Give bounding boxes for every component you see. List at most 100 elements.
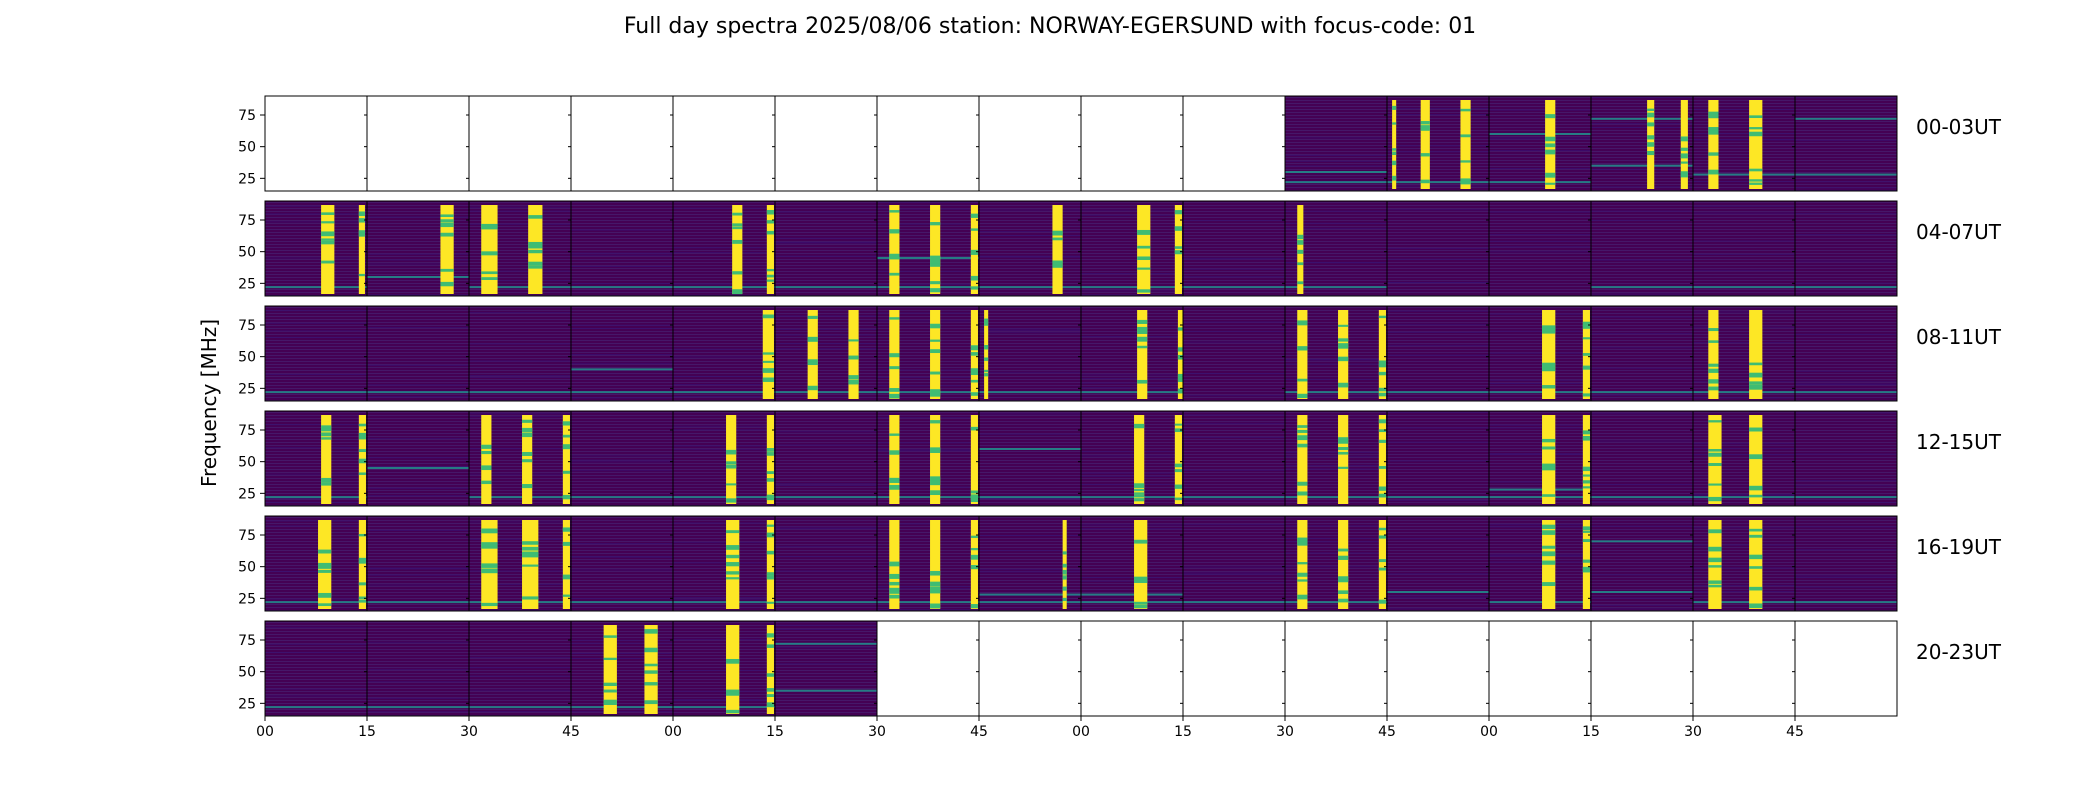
burst-stripe bbox=[1174, 227, 1182, 231]
spectrum-panel bbox=[670, 95, 776, 192]
burst-stripe bbox=[1542, 366, 1556, 372]
burst-band bbox=[970, 205, 978, 294]
noise-line bbox=[265, 688, 367, 690]
burst-stripe bbox=[321, 437, 332, 440]
noise-line bbox=[1183, 582, 1285, 584]
interference-line bbox=[469, 706, 571, 709]
burst-stripe bbox=[970, 249, 978, 255]
burst-stripe bbox=[528, 215, 543, 219]
burst-stripe bbox=[522, 452, 533, 457]
spectrum-panel bbox=[772, 200, 878, 297]
burst-stripe bbox=[930, 339, 941, 342]
noise-line bbox=[1591, 367, 1693, 369]
burst-stripe bbox=[732, 239, 743, 244]
burst-stripe bbox=[1174, 463, 1182, 468]
burst-stripe bbox=[321, 238, 335, 241]
spectrum-background bbox=[1387, 306, 1489, 401]
chart-title: Full day spectra 2025/08/06 station: NOR… bbox=[624, 14, 1476, 39]
interference-line bbox=[1591, 286, 1693, 289]
burst-stripe bbox=[1708, 496, 1722, 502]
burst-stripe bbox=[1582, 530, 1590, 533]
noise-line bbox=[1081, 209, 1183, 211]
burst-stripe bbox=[644, 647, 658, 653]
noise-line bbox=[265, 473, 367, 475]
noise-line bbox=[1591, 597, 1693, 599]
x-tick-label: 00 bbox=[1480, 724, 1498, 740]
burst-stripe bbox=[1647, 135, 1655, 140]
empty-panel bbox=[1183, 96, 1285, 191]
spectrum-panel bbox=[466, 620, 572, 717]
noise-line bbox=[979, 329, 1081, 331]
burst-stripe bbox=[528, 249, 543, 254]
noise-line bbox=[1795, 383, 1897, 385]
burst-stripe bbox=[1582, 321, 1590, 327]
burst-stripe bbox=[1392, 122, 1397, 125]
burst-band bbox=[970, 520, 978, 609]
burst-stripe bbox=[1708, 328, 1719, 332]
burst-band bbox=[848, 310, 859, 399]
burst-stripe bbox=[481, 444, 492, 448]
burst-stripe bbox=[1582, 466, 1590, 472]
noise-line bbox=[979, 255, 1081, 257]
noise-line bbox=[469, 311, 571, 313]
burst-stripe bbox=[889, 477, 900, 481]
burst-stripe bbox=[1392, 151, 1397, 155]
burst-stripe bbox=[1545, 136, 1556, 142]
interference-line bbox=[571, 706, 673, 709]
noise-line bbox=[1285, 137, 1387, 139]
noise-line bbox=[265, 525, 367, 527]
noise-line bbox=[1387, 411, 1489, 413]
burst-stripe bbox=[481, 546, 498, 549]
burst-stripe bbox=[1680, 161, 1688, 164]
burst-stripe bbox=[522, 427, 533, 432]
burst-stripe bbox=[1174, 469, 1182, 473]
spectrum-panel bbox=[1588, 200, 1694, 297]
spectrum-background bbox=[1387, 96, 1489, 191]
spectrum-background bbox=[1591, 411, 1693, 506]
noise-line bbox=[1795, 181, 1897, 183]
burst-band bbox=[1297, 415, 1308, 504]
burst-stripe bbox=[726, 498, 737, 503]
x-tick-label: 30 bbox=[868, 724, 886, 740]
burst-stripe bbox=[1749, 373, 1763, 378]
burst-stripe bbox=[1378, 527, 1386, 531]
noise-line bbox=[1795, 140, 1897, 142]
burst-stripe bbox=[528, 265, 543, 269]
burst-stripe bbox=[1460, 178, 1471, 182]
noise-line bbox=[1183, 330, 1285, 332]
noise-line bbox=[571, 324, 673, 326]
interference-line bbox=[1591, 496, 1693, 499]
spectrum-background bbox=[469, 306, 571, 401]
burst-stripe bbox=[766, 478, 774, 482]
empty-panel bbox=[979, 621, 1081, 716]
noise-line bbox=[979, 256, 1081, 258]
burst-band bbox=[1177, 310, 1183, 399]
burst-stripe bbox=[930, 591, 941, 594]
spectrum-panel bbox=[1690, 620, 1796, 717]
spectrum-panel bbox=[1588, 620, 1694, 717]
spectrum-panel bbox=[1282, 620, 1388, 717]
noise-line bbox=[979, 230, 1081, 232]
interference-line bbox=[571, 391, 673, 394]
noise-line bbox=[1387, 441, 1489, 443]
burst-stripe bbox=[1338, 324, 1349, 327]
spectrum-panel: 75 50 25 bbox=[238, 95, 368, 192]
burst-stripe bbox=[318, 549, 332, 554]
noise-line bbox=[469, 675, 571, 677]
noise-line bbox=[1693, 341, 1795, 343]
noise-line bbox=[1489, 109, 1591, 111]
burst-stripe bbox=[930, 262, 941, 267]
interference-line bbox=[1591, 540, 1693, 543]
noise-line bbox=[1489, 453, 1591, 455]
spectrum-background bbox=[1183, 306, 1285, 401]
spectrum-panel bbox=[1384, 95, 1490, 192]
burst-stripe bbox=[848, 379, 859, 384]
spectrum-panel bbox=[1180, 305, 1286, 402]
spectrum-panel bbox=[568, 200, 674, 297]
burst-stripe bbox=[970, 490, 978, 494]
burst-stripe bbox=[726, 659, 740, 664]
interference-line bbox=[1285, 171, 1387, 173]
burst-stripe bbox=[1297, 240, 1304, 245]
burst-stripe bbox=[318, 603, 332, 607]
interference-line bbox=[775, 496, 877, 499]
